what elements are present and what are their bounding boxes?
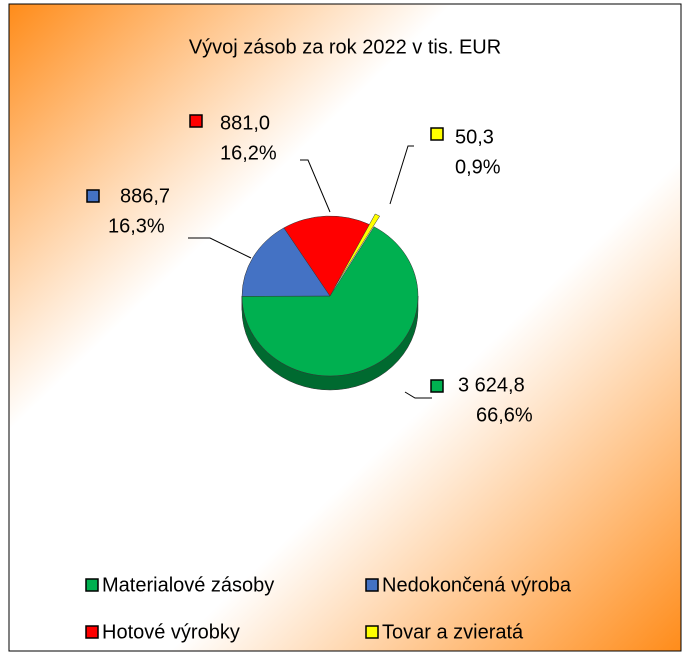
value-label: 50,3 [455,126,494,148]
label-key [87,190,99,202]
legend-label: Tovar a zvieratá [382,621,524,643]
legend-key [86,626,98,638]
legend-key [86,579,98,591]
percent-label: 16,3% [108,215,165,237]
value-label: 3 624,8 [458,374,525,396]
label-key [190,115,202,127]
label-key [431,128,443,140]
legend-label: Nedokončená výroba [382,574,572,596]
value-label: 881,0 [220,112,270,134]
percent-label: 66,6% [476,404,533,426]
pie [242,214,418,390]
legend-label: Hotové výrobky [102,621,240,643]
legend-label: Materialové zásoby [102,574,274,596]
label-key [431,380,443,392]
percent-label: 0,9% [455,156,501,178]
legend-key [366,626,378,638]
value-label: 886,7 [120,185,170,207]
percent-label: 16,2% [220,142,277,164]
chart-title: Vývoj zásob za rok 2022 v tis. EUR [189,36,501,58]
legend-key [366,579,378,591]
